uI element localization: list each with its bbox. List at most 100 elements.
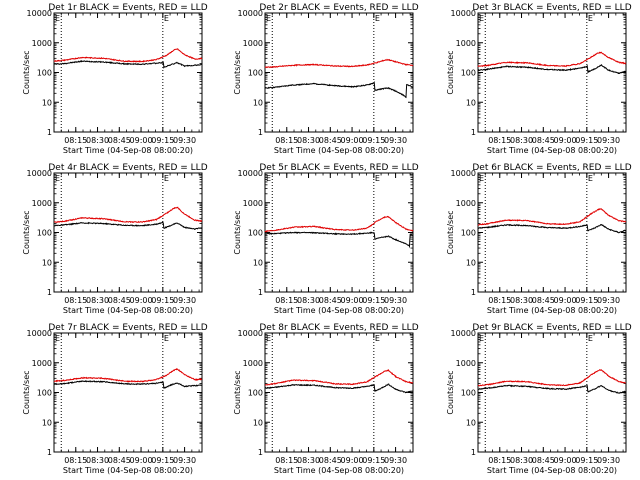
x-tick-label: 08:15 (64, 296, 87, 305)
x-tick-label: 09:15 (575, 136, 598, 145)
y-tick-label: 10000 (27, 9, 52, 18)
y-tick-label: 10 (42, 98, 52, 107)
y-axis-label: Counts/sec (22, 370, 31, 414)
x-tick-label: 08:45 (319, 136, 342, 145)
x-tick-label: 09:30 (173, 456, 196, 465)
series-line-events (477, 64, 626, 74)
x-tick-label: 08:30 (297, 456, 320, 465)
x-tick-label: 09:30 (384, 136, 407, 145)
x-tick-label: 09:00 (341, 136, 364, 145)
x-tick-label: 08:30 (510, 136, 533, 145)
event-marker: E (479, 334, 484, 343)
x-tick-label: 08:15 (64, 136, 87, 145)
y-tick-label: 100 (248, 69, 263, 78)
panel-det-1: Det 1r BLACK = Events, RED = LLD 1 10 100 10… (22, 3, 208, 155)
x-tick-label: 08:30 (297, 296, 320, 305)
plot-frame (53, 12, 203, 133)
y-tick-label: 1 (471, 128, 476, 137)
panel-title: Det 5r BLACK = Events, RED = LLD (259, 163, 418, 173)
x-axis-label: Start Time (04-Sep-08 08:00:20) (487, 146, 617, 155)
series-line-lld (477, 369, 626, 387)
x-tick-label: 09:15 (575, 456, 598, 465)
event-marker: E (588, 174, 593, 183)
y-tick-label: 10 (42, 418, 52, 427)
y-tick-label: 1000 (243, 359, 263, 368)
series-line-events (53, 59, 203, 69)
y-tick-label: 1000 (456, 199, 476, 208)
series-line-events (477, 223, 627, 234)
series-line-events (264, 383, 414, 394)
event-marker: E (266, 174, 271, 183)
x-tick-label: 08:15 (275, 456, 298, 465)
series-line-events (477, 384, 627, 394)
y-axis-label: Counts/sec (22, 50, 31, 94)
x-tick-label: 09:00 (341, 296, 364, 305)
x-tick-label: 09:00 (554, 136, 577, 145)
plot-frame (477, 332, 627, 453)
x-tick-label: 09:15 (362, 136, 385, 145)
panel-det-7: Det 7r BLACK = Events, RED = LLD 1 10 100 10… (22, 323, 208, 475)
x-tick-label: 09:30 (384, 296, 407, 305)
x-tick-label: 09:30 (597, 456, 620, 465)
y-axis-label: Counts/sec (22, 210, 31, 254)
panel-title: Det 1r BLACK = Events, RED = LLD (48, 3, 207, 13)
y-tick-label: 1000 (32, 199, 52, 208)
event-marker: E (588, 334, 593, 343)
y-tick-label: 100 (37, 389, 52, 398)
event-marker: E (164, 14, 169, 23)
panel-det-4: Det 4r BLACK = Events, RED = LLD 1 10 100 10… (22, 163, 208, 315)
y-tick-label: 1000 (32, 359, 52, 368)
x-axis-label: Start Time (04-Sep-08 08:00:20) (274, 146, 404, 155)
event-marker: E (375, 174, 380, 183)
y-tick-label: 1 (47, 448, 52, 457)
x-tick-label: 09:00 (130, 296, 153, 305)
y-tick-label: 10 (253, 98, 263, 107)
series-line-lld (477, 51, 627, 68)
x-tick-label: 08:30 (86, 456, 109, 465)
x-tick-label: 09:30 (173, 136, 196, 145)
event-marker: E (375, 334, 380, 343)
panel-title: Det 3r BLACK = Events, RED = LLD (472, 3, 631, 13)
y-tick-label: 10000 (238, 9, 263, 18)
y-tick-label: 100 (37, 229, 52, 238)
y-axis-label: Counts/sec (233, 50, 242, 94)
y-tick-label: 10000 (27, 329, 52, 338)
y-axis-label: Counts/sec (446, 50, 455, 94)
plot-frame (264, 12, 414, 133)
y-tick-label: 1 (47, 128, 52, 137)
series-line-lld (53, 48, 203, 63)
x-axis-label: Start Time (04-Sep-08 08:00:20) (63, 466, 193, 475)
x-axis-label: Start Time (04-Sep-08 08:00:20) (274, 306, 404, 315)
panel-det-6: Det 6r BLACK = Events, RED = LLD 1 10 100 10… (446, 163, 632, 315)
x-tick-label: 09:15 (362, 456, 385, 465)
event-marker: E (479, 174, 484, 183)
x-tick-label: 08:30 (86, 136, 109, 145)
x-tick-label: 08:15 (488, 296, 511, 305)
x-axis-label: Start Time (04-Sep-08 08:00:20) (274, 466, 404, 475)
series-line-lld (54, 206, 203, 224)
panel-det-8: Det 8r BLACK = Events, RED = LLD 1 10 100 10… (233, 323, 419, 475)
x-tick-label: 08:30 (510, 456, 533, 465)
event-marker: E (266, 334, 271, 343)
y-tick-label: 1 (258, 288, 263, 297)
y-tick-label: 100 (248, 389, 263, 398)
x-tick-label: 09:15 (151, 456, 174, 465)
x-tick-label: 08:15 (275, 296, 298, 305)
y-tick-label: 10000 (238, 329, 263, 338)
y-tick-label: 10000 (451, 329, 476, 338)
x-axis-label: Start Time (04-Sep-08 08:00:20) (63, 146, 193, 155)
event-marker: E (55, 14, 60, 23)
event-marker: E (164, 334, 169, 343)
y-tick-label: 10 (253, 258, 263, 267)
x-tick-label: 08:45 (532, 136, 555, 145)
series-line-lld (264, 58, 414, 69)
plot-frame (477, 172, 627, 293)
y-axis-label: Counts/sec (446, 370, 455, 414)
panel-det-3: Det 3r BLACK = Events, RED = LLD 1 10 100 10… (446, 3, 632, 155)
x-tick-label: 09:00 (130, 456, 153, 465)
x-tick-label: 08:15 (488, 136, 511, 145)
event-marker: E (55, 174, 60, 183)
event-marker: E (588, 14, 593, 23)
